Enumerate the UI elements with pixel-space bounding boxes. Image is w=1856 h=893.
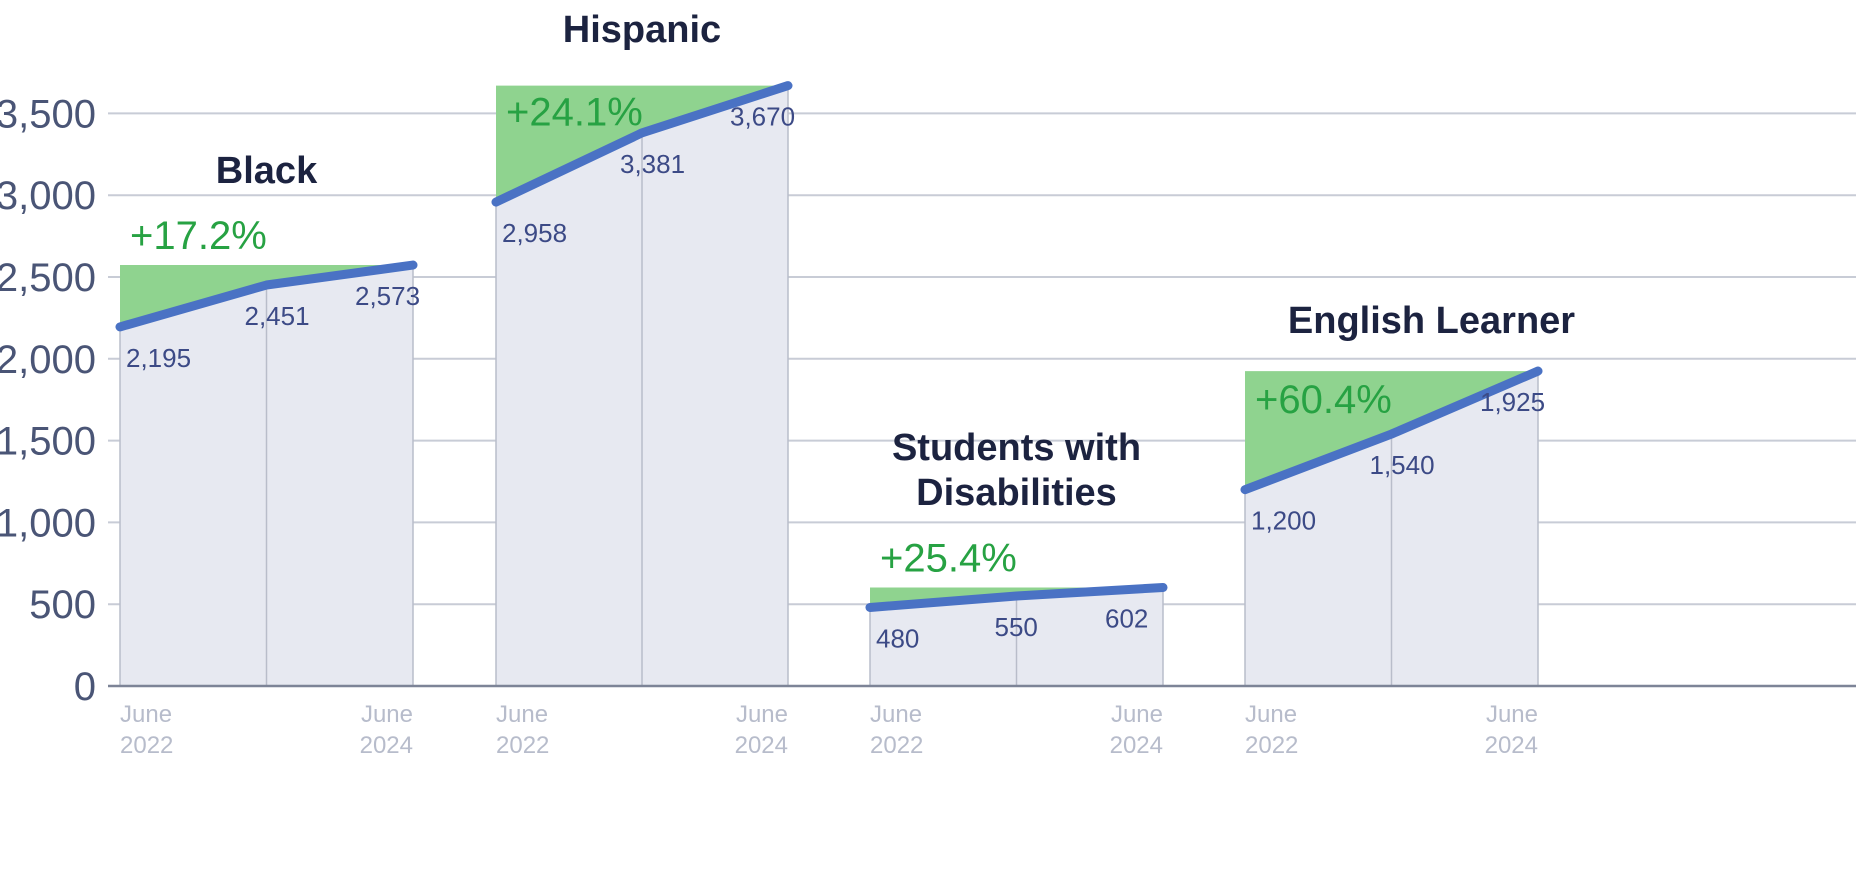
y-axis: 0 500 1,000 1,500 2,000 2,500 3,000 3,500 <box>0 92 96 709</box>
x-tick-label: June <box>361 701 413 728</box>
data-label: 2,573 <box>355 281 420 311</box>
data-label: 2,451 <box>245 301 310 331</box>
change-label: +17.2% <box>130 214 267 258</box>
series-line <box>491 81 793 207</box>
x-tick-label: June <box>1111 701 1163 728</box>
x-tick-label: 2022 <box>1245 732 1298 759</box>
x-tick-label: June <box>736 701 788 728</box>
y-tick-label: 500 <box>29 583 96 627</box>
x-tick-label: June <box>496 701 548 728</box>
x-tick-label: 2022 <box>870 732 923 759</box>
x-tick-label: 2024 <box>735 732 788 759</box>
series-line <box>115 260 418 332</box>
data-label: 2,195 <box>126 343 191 373</box>
series-title: Disabilities <box>916 472 1117 514</box>
series-title: Hispanic <box>563 9 721 51</box>
data-label: 3,670 <box>730 102 795 132</box>
data-label: 1,200 <box>1251 506 1316 536</box>
series-group: 1,200 1,540 1,925 +60.4% English Learner June… <box>1240 300 1575 759</box>
y-tick-label: 2,000 <box>0 338 96 382</box>
data-label: 480 <box>876 623 919 653</box>
gain-area <box>870 587 1163 608</box>
x-tick-label: 2024 <box>1110 732 1163 759</box>
x-tick-label: 2024 <box>1485 732 1538 759</box>
y-tick-label: 3,000 <box>0 174 96 218</box>
y-tick-label: 3,500 <box>0 92 96 136</box>
series-line <box>865 583 1168 612</box>
gain-area <box>120 265 413 327</box>
data-label: 1,540 <box>1370 450 1435 480</box>
x-tick-label: June <box>120 701 172 728</box>
data-label: 602 <box>1105 604 1148 634</box>
data-label: 550 <box>995 612 1038 642</box>
series-group: 2,195 2,451 2,573 +17.2% Black June 2022 June 20… <box>115 150 420 759</box>
x-tick-label: June <box>870 701 922 728</box>
data-label: 1,925 <box>1480 387 1545 417</box>
gain-area <box>496 85 788 203</box>
change-label: +25.4% <box>880 537 1017 581</box>
y-tick-label: 1,500 <box>0 420 96 464</box>
x-tick-label: 2022 <box>120 732 173 759</box>
y-tick-label: 2,500 <box>0 256 96 300</box>
data-label: 3,381 <box>620 149 685 179</box>
change-label: +60.4% <box>1255 378 1392 422</box>
data-label: 2,958 <box>502 218 567 248</box>
x-tick-label: June <box>1486 701 1538 728</box>
x-tick-label: 2022 <box>496 732 549 759</box>
series-group: 2,958 3,381 3,670 +24.1% Hispanic June 2022 Jun… <box>491 9 795 759</box>
series-title: English Learner <box>1288 300 1575 342</box>
series-title: Black <box>216 150 318 192</box>
series-line <box>1240 366 1543 495</box>
change-label: +24.1% <box>506 91 643 135</box>
x-tick-label: June <box>1245 701 1297 728</box>
x-tick-label: 2024 <box>360 732 413 759</box>
y-tick-label: 0 <box>74 665 96 709</box>
series-group: 480 550 602 +25.4% Students withDisabilities… <box>865 427 1168 759</box>
series-title: Students with <box>892 427 1141 469</box>
y-tick-label: 1,000 <box>0 501 96 545</box>
